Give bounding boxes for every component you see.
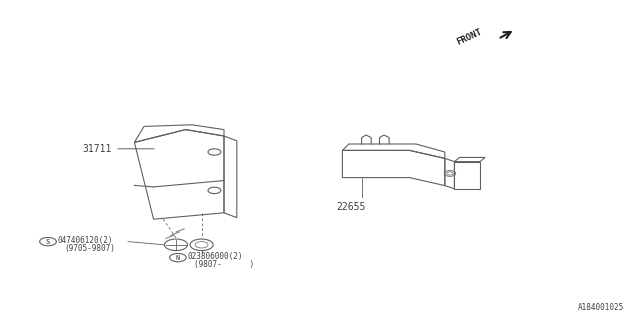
Text: N: N [176,255,180,260]
Text: FRONT: FRONT [456,27,484,46]
Text: A184001025: A184001025 [578,303,624,312]
Text: 22655: 22655 [336,202,365,212]
Text: 31711: 31711 [83,144,112,154]
Text: (9705-9807): (9705-9807) [64,244,115,252]
Text: 047406120(2): 047406120(2) [58,236,113,245]
Text: S: S [46,239,50,244]
Text: (9807-      ): (9807- ) [194,260,254,268]
Text: 023806000(2): 023806000(2) [188,252,243,261]
